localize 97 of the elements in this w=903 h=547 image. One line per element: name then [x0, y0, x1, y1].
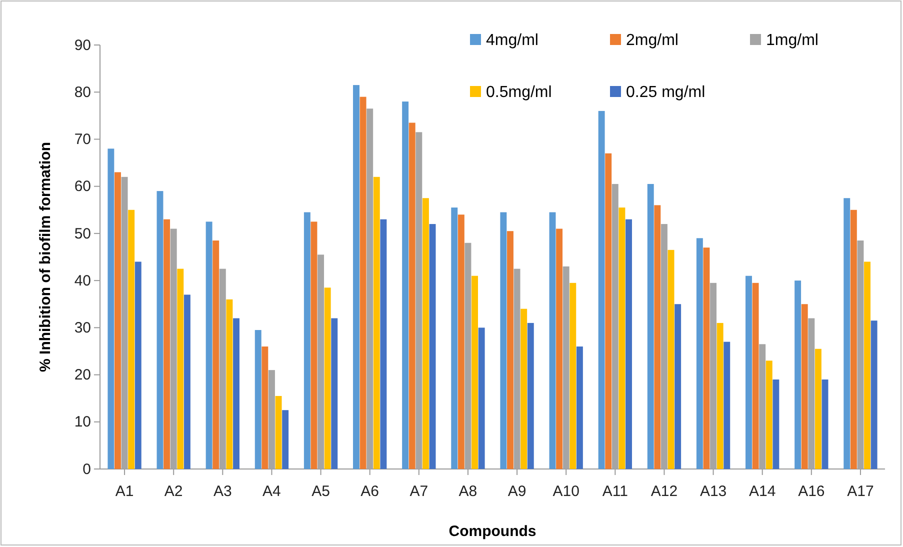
y-axis-title: % Inhibition of biofilm formation: [37, 142, 54, 372]
bar: [108, 148, 114, 469]
bar: [724, 342, 730, 469]
bar: [262, 346, 268, 469]
bar: [598, 110, 605, 469]
bar: [304, 212, 310, 469]
legend-label: 2mg/ml: [626, 32, 678, 49]
x-tick-label: A6: [360, 483, 380, 500]
y-tick-label: 30: [74, 319, 91, 336]
x-tick-label: A7: [410, 483, 428, 500]
bar: [746, 276, 752, 469]
bar: [864, 262, 870, 469]
bar: [451, 208, 458, 469]
x-tick-label: A4: [262, 483, 281, 500]
bar: [226, 299, 233, 469]
y-tick-label: 60: [74, 178, 91, 196]
bar: [500, 212, 507, 469]
bar: [206, 222, 212, 469]
bar: [576, 346, 583, 469]
bar: [128, 210, 135, 469]
bar: [380, 219, 387, 469]
bar: [275, 396, 282, 469]
x-tick-label: A9: [508, 483, 526, 500]
legend-label: 1mg/ml: [766, 32, 818, 49]
bar: [668, 250, 674, 469]
x-tick-label: A3: [213, 483, 232, 500]
bar: [850, 210, 857, 469]
bar: [478, 328, 485, 469]
x-tick-label: A8: [458, 483, 478, 500]
legend-label: 4mg/ml: [486, 32, 538, 49]
x-tick-label: A17: [847, 483, 874, 500]
bar: [310, 222, 318, 469]
bar: [674, 304, 682, 469]
bar: [556, 228, 563, 469]
x-axis-title: Compounds: [448, 523, 536, 540]
bar: [716, 322, 724, 469]
legend-label: 0.25 mg/ml: [626, 84, 706, 101]
bar: [814, 348, 822, 469]
bar: [870, 320, 878, 469]
x-tick-label: A12: [650, 483, 678, 500]
bar: [177, 268, 184, 469]
bar: [156, 191, 164, 469]
bar: [134, 262, 142, 469]
x-tick-label: A16: [798, 483, 825, 500]
y-tick-label: 20: [74, 366, 91, 384]
x-tick-label: A2: [164, 483, 183, 500]
bar: [331, 318, 338, 469]
bar: [429, 224, 436, 469]
bar: [605, 153, 612, 469]
bar: [520, 308, 528, 469]
bar: [458, 214, 464, 469]
bar: [801, 304, 808, 469]
bar: [647, 184, 654, 469]
bar: [703, 248, 710, 469]
x-tick-label: A14: [748, 483, 776, 500]
bar: [408, 122, 416, 469]
bar: [422, 198, 429, 469]
bar: [527, 322, 534, 469]
bar: [507, 231, 514, 469]
bar: [794, 280, 802, 469]
bar: [696, 238, 703, 469]
y-tick-label: 90: [74, 36, 91, 54]
x-tick-label: A1: [115, 483, 134, 500]
x-tick-label: A13: [700, 483, 727, 500]
bar: [324, 288, 331, 469]
bar: [402, 102, 409, 469]
y-tick-label: 70: [74, 131, 91, 148]
bar: [844, 198, 850, 469]
bar: [472, 276, 478, 469]
bar: [353, 85, 360, 469]
bar: [772, 379, 780, 469]
bar: [822, 379, 828, 469]
y-tick-label: 50: [74, 225, 91, 242]
bar: [164, 219, 170, 469]
bar: [373, 176, 380, 469]
x-tick-label: A11: [602, 483, 628, 500]
x-tick-label: A10: [552, 483, 580, 500]
y-tick-label: 0: [82, 460, 91, 478]
bar: [360, 96, 366, 469]
bar: [282, 410, 289, 469]
y-tick-label: 80: [74, 84, 91, 101]
bar: [549, 212, 556, 469]
y-tick-label: 10: [74, 414, 91, 431]
bar: [184, 294, 190, 469]
bar: [766, 360, 772, 469]
bar: [254, 330, 262, 469]
bar: [114, 172, 121, 469]
bar: [626, 219, 632, 469]
x-tick-label: A5: [312, 483, 330, 500]
bar: [654, 205, 661, 469]
bar: [212, 240, 220, 469]
bar: [618, 208, 626, 469]
bar: [570, 282, 576, 469]
y-tick-label: 40: [74, 272, 91, 290]
bar: [752, 282, 759, 469]
legend-label: 0.5mg/ml: [486, 84, 552, 101]
bar: [233, 318, 240, 469]
